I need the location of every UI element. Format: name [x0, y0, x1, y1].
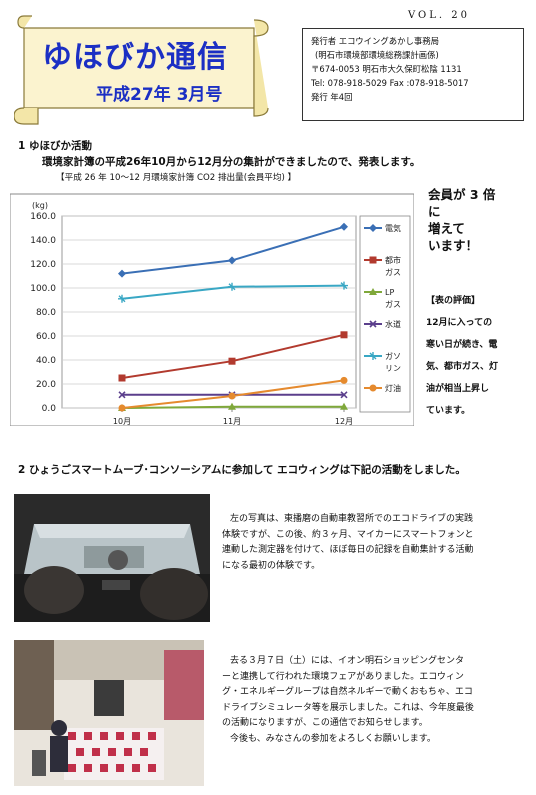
legend-label: 灯油 — [385, 383, 401, 393]
paragraph-line: 左の写真は、東播磨の自動車教習所でのエコドライブの実践 — [230, 514, 474, 524]
paragraph-line: の活動になりますが、この通信でお知らせします。 — [222, 718, 428, 729]
evaluation-line: 寒い日が続き、電 — [426, 340, 498, 350]
y-tick-label: 40.0 — [36, 356, 56, 366]
data-point — [369, 384, 377, 392]
co2-line-chart: 0.0 20.0 40.0 60.0 80.0 100.0 120.0 140.0 160.0 (… — [10, 193, 414, 426]
side-headline: に — [428, 204, 441, 219]
section1-lead: 環境家計簿の平成26年10月から12月分の集計ができましたので、発表します。 — [42, 156, 421, 168]
data-point — [228, 392, 236, 400]
y-tick-label: 0.0 — [42, 404, 57, 414]
data-point — [228, 282, 236, 291]
x-tick-label: 12月 — [335, 417, 353, 426]
evaluation-note: 【表の評価】 12月に入っての 寒い日が続き、電 気、都市ガス、灯 油が相当上昇… — [426, 290, 530, 422]
paragraph-line: 連動した測定器を付けて、ほぼ毎日の記録を自動集計する活動 — [222, 545, 474, 556]
data-point — [340, 391, 348, 399]
y-tick-label: 140.0 — [30, 236, 56, 246]
data-point — [340, 376, 348, 384]
y-tick-label: 60.0 — [36, 332, 56, 342]
data-point — [228, 256, 236, 265]
publisher-line: 〒674-0053 明石市大久保町松陰 1131 — [311, 64, 462, 74]
data-point — [228, 357, 236, 365]
legend-label: ガソ — [385, 351, 401, 361]
data-point — [369, 224, 377, 232]
eco-fair-photo — [14, 640, 204, 786]
driving-photo — [14, 494, 210, 622]
publisher-line: 発行者 エコウイングあかし事務局 — [311, 36, 439, 46]
activity-paragraph-2: 去る３月７日（土）には、イオン明石ショッピングセンタ ーと連携して行われた環境フ… — [222, 654, 528, 748]
legend-label: ガス — [385, 267, 401, 277]
section2-heading: 2 ひょうごスマートムーブ･コンソーシアムに参加して エコウィングは下記の活動を… — [18, 464, 466, 476]
evaluation-heading: 【表の評価】 — [426, 296, 481, 306]
paragraph-line: 体験ですが、この後、約３ヶ月、マイカーにスマートフォンと — [222, 529, 474, 540]
issue-label: 平成27年 3月号 — [96, 85, 223, 105]
data-point — [369, 320, 377, 328]
data-point — [118, 391, 126, 399]
paragraph-line: ーと連携して行われた環境フェアがありました。エコウィン — [222, 671, 464, 682]
evaluation-line: 気、都市ガス、灯 — [426, 362, 499, 372]
y-tick-label: 80.0 — [36, 308, 56, 318]
side-headline: います！ — [428, 238, 479, 253]
activity-paragraph-1: 左の写真は、東播磨の自動車教習所でのエコドライブの実践 体験ですが、この後、約３… — [222, 512, 528, 574]
x-tick-label: 10月 — [113, 417, 131, 426]
evaluation-line: ています。 — [426, 406, 471, 416]
chart-caption: 【平成 26 年 10～12 月環境家計簿 CO2 排出量(会員平均) 】 — [56, 173, 297, 183]
publisher-line: 発行 年4回 — [311, 92, 353, 102]
legend-label: リン — [385, 364, 401, 373]
data-point — [340, 281, 348, 290]
data-point — [369, 352, 377, 360]
y-tick-label: 160.0 — [30, 212, 56, 222]
data-point — [228, 402, 236, 410]
y-tick-label: 20.0 — [36, 380, 56, 390]
legend-label: 電気 — [385, 223, 401, 233]
paragraph-line: 今後も、みなさんの参加をよろしくお願いします。 — [230, 733, 436, 744]
data-point — [118, 374, 126, 382]
side-note: 会員が 3 倍 に 増えて います！ — [428, 186, 495, 254]
evaluation-line: 油が相当上昇し — [426, 384, 490, 394]
data-point — [118, 269, 126, 278]
data-point — [340, 402, 348, 410]
evaluation-line: 12月に入っての — [426, 318, 493, 328]
data-point — [118, 404, 126, 412]
legend-label: ガス — [385, 299, 401, 309]
paragraph-line: グ・エネルギーグループは自然ネルギーで動くおもちゃ、エコ — [222, 687, 473, 698]
legend-box — [359, 215, 411, 413]
x-tick-label: 11月 — [223, 417, 241, 426]
legend-label: 水道 — [385, 319, 401, 329]
data-point — [369, 256, 377, 264]
side-headline: 会員が 3 倍 — [428, 187, 496, 202]
legend-label: LP — [385, 288, 394, 297]
side-headline: 増えて — [428, 221, 465, 236]
data-point — [340, 222, 348, 231]
publisher-line: Tel: 078-918-5029 Fax :078-918-5017 — [311, 78, 469, 88]
title-banner — [14, 15, 269, 125]
y-tick-label: 120.0 — [30, 260, 56, 270]
section1-heading: 1 ゆほびか活動 — [18, 140, 92, 152]
data-point — [340, 331, 348, 339]
publisher-line: (明石市環境部環境総務課計画係) — [315, 50, 439, 60]
y-tick-label: 100.0 — [30, 284, 56, 294]
paragraph-line: になる最初の体験です。 — [222, 560, 321, 571]
data-point — [118, 294, 126, 303]
data-point — [369, 288, 377, 295]
volume-number: VOL. 20 — [408, 10, 470, 21]
publisher-box: 発行者 エコウイングあかし事務局 (明石市環境部環境総務課計画係) 〒674-0… — [302, 28, 524, 121]
paragraph-line: 去る３月７日（土）には、イオン明石ショッピングセンタ — [230, 656, 465, 666]
y-axis-label: (kg) — [32, 201, 48, 210]
paragraph-line: ドライブシミュレータ等を展示しました。これは、今年度最後 — [222, 702, 474, 713]
legend-label: 都市 — [385, 255, 401, 265]
chart-frame — [10, 193, 414, 426]
newsletter-title: ゆほびか通信 — [42, 40, 228, 75]
